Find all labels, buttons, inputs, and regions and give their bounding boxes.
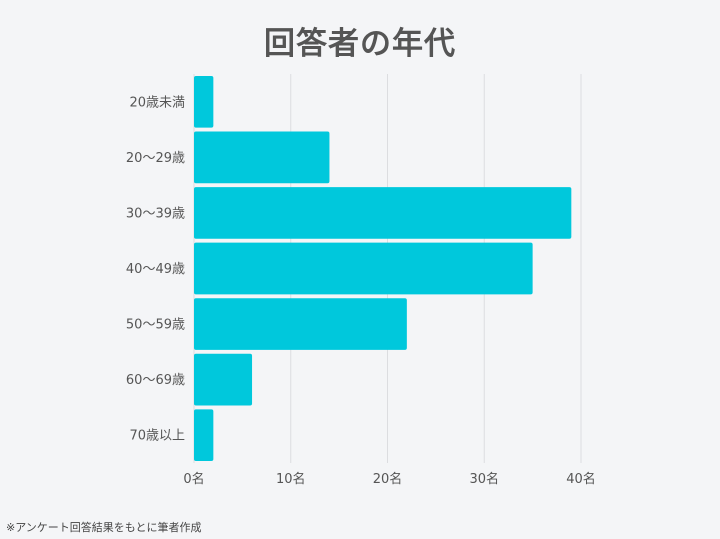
- bar: [194, 75, 214, 128]
- bar: [194, 187, 572, 239]
- bar: [194, 298, 407, 350]
- bar: [194, 353, 253, 406]
- x-tick-label: 0名: [183, 471, 204, 487]
- footnote: ※アンケート回答結果をもとに筆者作成: [6, 521, 202, 534]
- bar: [194, 131, 330, 184]
- bars: [194, 75, 572, 462]
- category-labels: 20歳未満 20〜29歳 30〜39歳 40〜49歳 50〜59歳 60〜69歳 70歳以上: [126, 95, 185, 443]
- x-tick-label: 30名: [469, 471, 499, 487]
- category-label: 50〜59歳: [126, 318, 185, 333]
- x-tick-label: 40名: [566, 471, 596, 487]
- category-label: 60〜69歳: [126, 373, 185, 388]
- bar: [194, 409, 214, 462]
- category-label: 20〜29歳: [126, 151, 185, 166]
- x-tick-label: 10名: [276, 471, 306, 487]
- bar: [194, 242, 533, 295]
- x-tick-label: 20名: [373, 471, 403, 487]
- x-tick-labels: 0名 10名 20名 30名 40名: [183, 471, 595, 487]
- chart-title: 回答者の年代: [264, 26, 456, 62]
- category-label: 40〜49歳: [126, 262, 185, 277]
- category-label: 30〜39歳: [126, 206, 185, 221]
- category-label: 70歳以上: [129, 429, 185, 444]
- category-label: 20歳未満: [129, 95, 185, 110]
